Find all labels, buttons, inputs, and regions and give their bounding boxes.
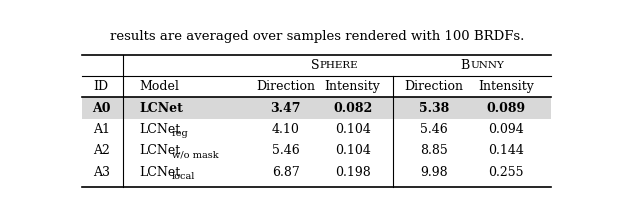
- Text: ID: ID: [94, 80, 109, 93]
- Text: 5.46: 5.46: [272, 144, 300, 157]
- Text: 0.198: 0.198: [335, 166, 371, 179]
- Text: 3.47: 3.47: [270, 102, 301, 115]
- Text: Intensity: Intensity: [324, 80, 381, 93]
- Text: 0.144: 0.144: [488, 144, 524, 157]
- Text: 5.46: 5.46: [420, 123, 448, 136]
- Text: Direction: Direction: [256, 80, 315, 93]
- Text: LCNet: LCNet: [140, 102, 184, 115]
- Text: 0.089: 0.089: [486, 102, 525, 115]
- Text: Model: Model: [140, 80, 179, 93]
- Text: 9.98: 9.98: [420, 166, 448, 179]
- Text: 6.87: 6.87: [272, 166, 300, 179]
- Text: reg: reg: [172, 129, 189, 138]
- Text: 0.104: 0.104: [335, 144, 371, 157]
- Text: 0.094: 0.094: [488, 123, 524, 136]
- Text: UNNY: UNNY: [470, 61, 504, 70]
- Text: A0: A0: [92, 102, 111, 115]
- Text: 8.85: 8.85: [420, 144, 448, 157]
- Text: 0.082: 0.082: [333, 102, 372, 115]
- Text: 4.10: 4.10: [272, 123, 300, 136]
- Text: LCNet: LCNet: [140, 144, 180, 157]
- Text: results are averaged over samples rendered with 100 BRDFs.: results are averaged over samples render…: [109, 30, 524, 43]
- Text: 5.38: 5.38: [419, 102, 449, 115]
- Text: 0.255: 0.255: [488, 166, 523, 179]
- Text: Intensity: Intensity: [478, 80, 534, 93]
- Text: Direction: Direction: [405, 80, 464, 93]
- Text: local: local: [172, 172, 195, 181]
- Text: A2: A2: [93, 144, 109, 157]
- Text: LCNet: LCNet: [140, 123, 180, 136]
- Text: 0.104: 0.104: [335, 123, 371, 136]
- Text: A3: A3: [93, 166, 110, 179]
- Text: A1: A1: [93, 123, 110, 136]
- Text: w/o mask: w/o mask: [172, 151, 219, 160]
- Text: B: B: [461, 59, 470, 72]
- Text: PHERE: PHERE: [319, 61, 358, 70]
- Text: S: S: [311, 59, 319, 72]
- Text: LCNet: LCNet: [140, 166, 180, 179]
